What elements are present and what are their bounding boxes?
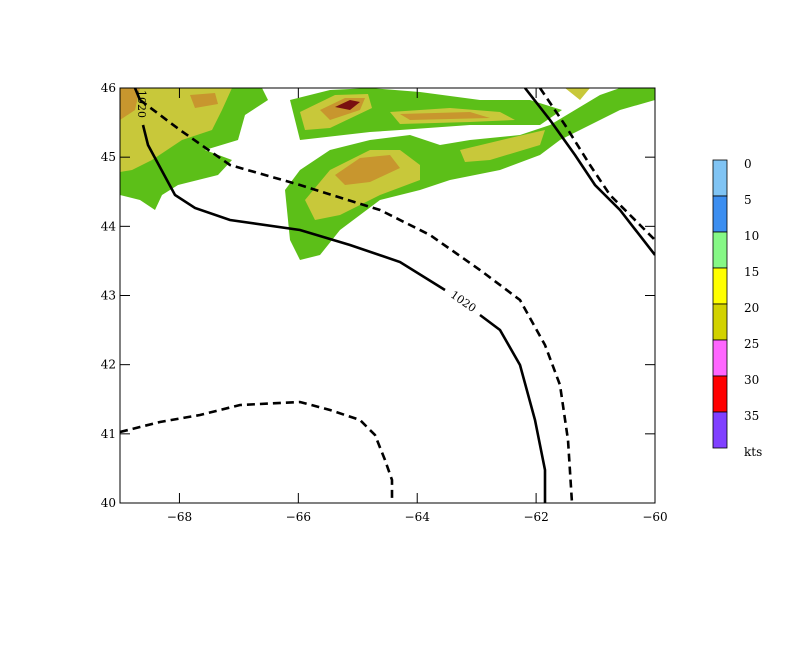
x-tick-label: −66 [286, 510, 311, 524]
contour-line [139, 98, 574, 503]
colorbar-box [712, 231, 728, 269]
colorbar-label: 10 [744, 229, 759, 243]
x-tick-label: −62 [523, 510, 548, 524]
contour-label: 1020 [448, 288, 478, 315]
contour-label: 1020 [135, 90, 148, 118]
wind-field [120, 88, 655, 260]
y-tick-label: 42 [101, 358, 116, 372]
x-tick-label: −68 [167, 510, 192, 524]
contour-line [141, 124, 446, 292]
contour-line [479, 313, 547, 503]
y-tick-label: 45 [101, 150, 116, 164]
colorbar-box [712, 303, 728, 341]
y-tick-label: 44 [101, 219, 117, 233]
colorbar-label: 5 [744, 193, 752, 207]
colorbar-box [712, 411, 728, 449]
contours: 1020 1020 [120, 88, 655, 503]
colorbar-label: 30 [744, 373, 759, 387]
colorbar-box [712, 339, 728, 377]
contour-line [120, 400, 394, 503]
y-tick-label: 41 [101, 427, 116, 441]
contour-line [133, 88, 142, 101]
contour-line [538, 88, 655, 241]
colorbar-box [712, 375, 728, 413]
colorbar-label: 15 [744, 265, 759, 279]
colorbar-box [712, 267, 728, 305]
colorbar-unit: kts [744, 445, 762, 459]
colorbar-label: 35 [744, 409, 759, 423]
colorbar-label: 25 [744, 337, 759, 351]
colorbar-box [712, 159, 728, 197]
y-tick-label: 43 [101, 289, 116, 303]
x-tick-label: −64 [405, 510, 431, 524]
colorbar-box [712, 195, 728, 233]
y-tick-label: 46 [101, 81, 116, 95]
contour-line [523, 88, 655, 256]
colorbar-label: 0 [744, 157, 752, 171]
y-tick-label: 40 [101, 496, 116, 510]
colorbar-label: 20 [744, 301, 759, 315]
x-tick-label: −60 [642, 510, 667, 524]
